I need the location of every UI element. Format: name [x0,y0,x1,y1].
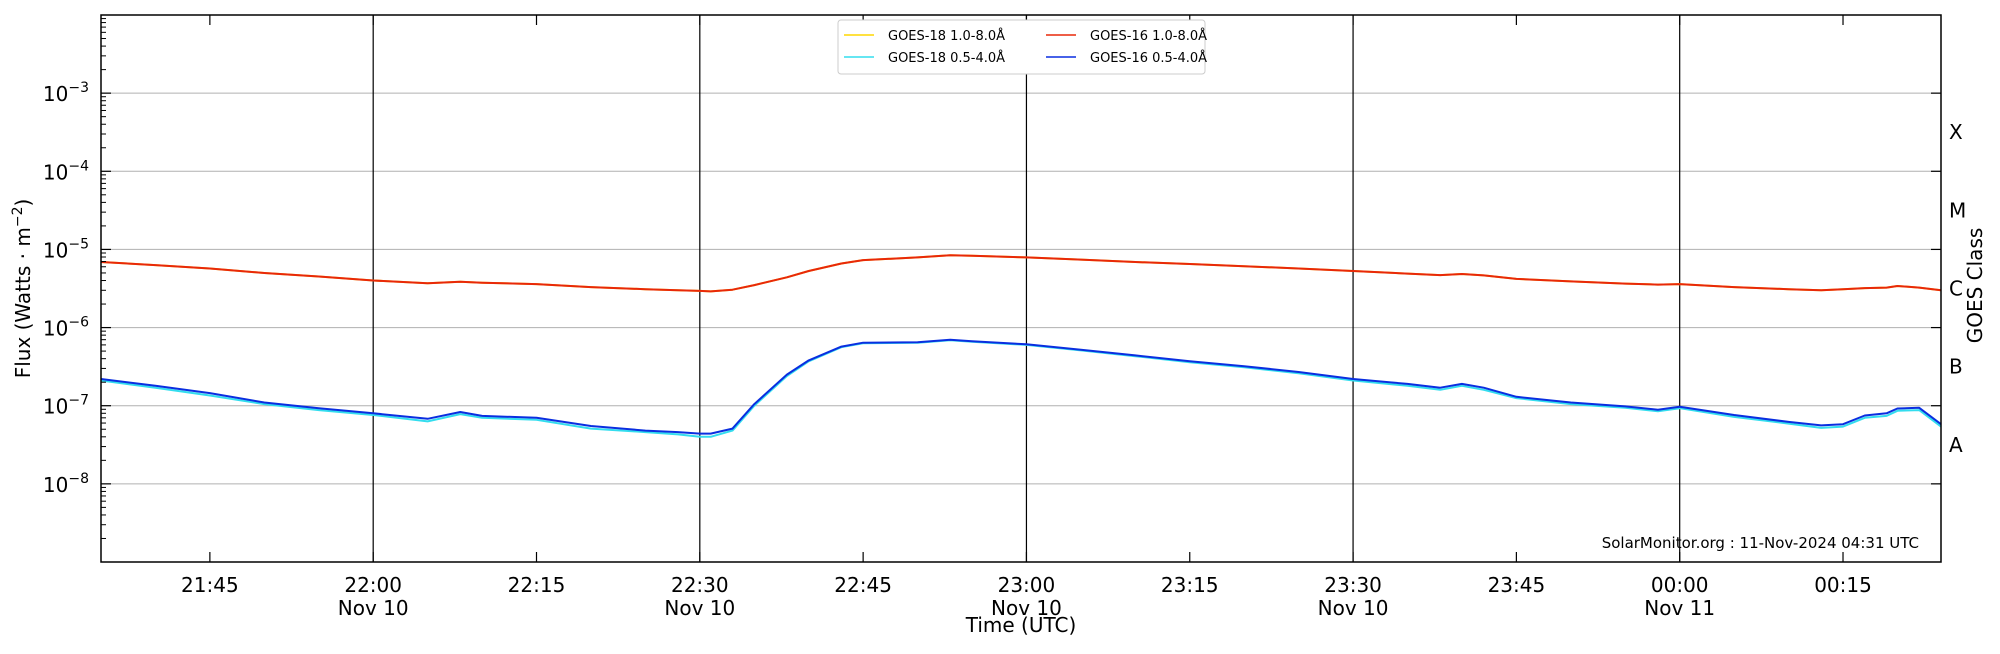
x-tick-label: 23:45 [1488,573,1546,597]
y-tick-label: 10−4 [43,158,89,184]
goes-class-label: X [1949,120,1963,144]
legend-label: GOES-16 1.0-8.0Å [1090,28,1207,44]
legend-box [837,19,1206,75]
legend-label: GOES-18 1.0-8.0Å [888,28,1005,44]
goes-class-label: M [1949,198,1966,222]
x-tick-label: 23:00 [998,573,1056,597]
x-axis-title: Time (UTC) [965,613,1077,637]
x-tick-date-label: Nov 10 [664,596,735,620]
series-layer [100,254,1942,438]
y-tick-label: 10−6 [43,315,89,341]
goes-class-labels: A B C M X [1949,120,1966,457]
x-tick-label: 21:45 [181,573,239,597]
goes-class-label: B [1949,355,1963,379]
x-tick-label: 22:15 [508,573,566,597]
x-tick-label: 22:00 [344,573,402,597]
y-tick-label: 10−7 [43,393,89,419]
y-tick-label: 10−8 [43,471,89,497]
goes-class-label: C [1949,277,1963,301]
legend-label: GOES-16 0.5-4.0Å [1090,50,1207,66]
x-tick-label: 22:45 [834,573,892,597]
y-axis-title: Flux (Watts · m−2) [10,199,35,379]
x-tick-label: 23:30 [1324,573,1382,597]
goes-class-label: A [1949,433,1963,457]
x-tick-date-label: Nov 10 [991,596,1062,620]
x-tick-label: 22:30 [671,573,729,597]
legend: GOES-18 1.0-8.0Å GOES-18 0.5-4.0Å GOES-16 … [837,19,1207,75]
x-tick-date-label: Nov 11 [1644,596,1715,620]
series-line [100,254,1942,293]
watermark-text: SolarMonitor.org : 11-Nov-2024 04:31 UTC [1602,534,1919,552]
plot-frame [100,14,1942,563]
x-tick-label: 00:00 [1651,573,1709,597]
x-tick-label: 23:15 [1161,573,1219,597]
y-tick-label: 10−3 [43,80,89,106]
series-line [100,254,1942,293]
x-tick-date-label: Nov 10 [338,596,409,620]
series-line [100,338,1942,435]
x-tick-date-label: Nov 10 [1318,596,1389,620]
series-line [100,339,1942,438]
grid-layer [101,15,1941,562]
x-tick-label: 00:15 [1814,573,1872,597]
y-tick-label: 10−5 [43,236,89,262]
legend-label: GOES-18 0.5-4.0Å [888,50,1005,66]
y2-axis-title: GOES Class [1963,228,1987,344]
